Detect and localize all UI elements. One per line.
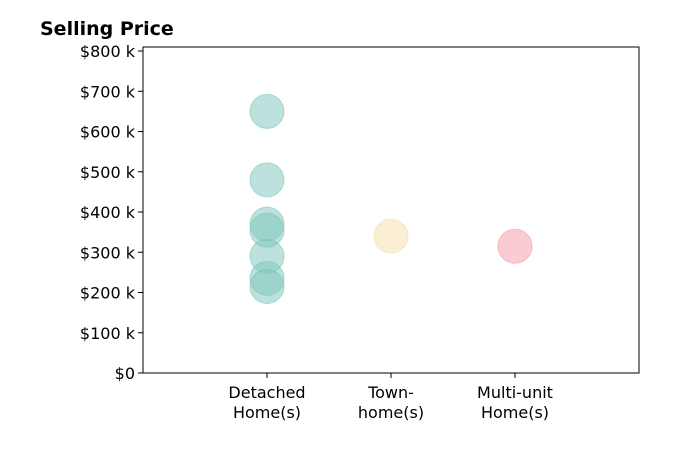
data-point [249, 93, 285, 129]
x-tick-label: Home(s) [481, 403, 549, 422]
data-point [497, 228, 533, 264]
chart-title: Selling Price [40, 18, 174, 40]
x-tick-label: Multi-unit [477, 383, 553, 402]
y-axis: $0 $100 k $200 k $300 k $400 k $500 k $600 k $7… [80, 42, 143, 383]
y-tick-label: $100 k [80, 324, 136, 343]
y-tick-label: $800 k [80, 42, 136, 61]
data-point [249, 268, 285, 304]
data-point [373, 218, 409, 254]
x-tick-label: Town- [367, 383, 414, 402]
y-tick-label: $500 k [80, 163, 136, 182]
y-tick-label: $300 k [80, 243, 136, 262]
y-tick-label: $600 k [80, 123, 136, 142]
plot-frame [142, 46, 640, 374]
x-axis: DetachedHome(s)Town-home(s)Multi-unitHom… [228, 373, 553, 422]
y-tick-label: $0 [115, 364, 135, 383]
y-tick-label: $400 k [80, 203, 136, 222]
data-point [249, 162, 285, 198]
x-tick-label: Detached [228, 383, 305, 402]
y-tick-label: $700 k [80, 82, 136, 101]
data-points [249, 93, 533, 304]
x-tick-label: Home(s) [233, 403, 301, 422]
x-tick-label: home(s) [358, 403, 424, 422]
y-tick-label: $200 k [80, 284, 136, 303]
